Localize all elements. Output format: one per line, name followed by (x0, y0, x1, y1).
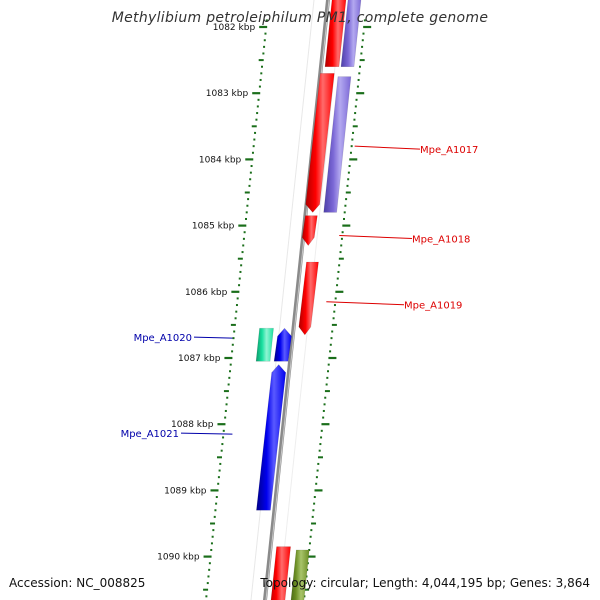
gene-block-forward[interactable] (301, 215, 318, 246)
gene-label-leader (326, 301, 405, 306)
gene-block-forward[interactable] (289, 549, 310, 600)
gene-label-leader (180, 432, 233, 435)
gene-block-forward[interactable] (323, 76, 352, 213)
tick-label: 1084 kbp (199, 155, 242, 165)
tick-label: 1088 kbp (171, 420, 214, 430)
tick-label: 1090 kbp (157, 553, 200, 563)
gene-label-leader (354, 145, 421, 150)
gene-label-leader (339, 235, 413, 240)
tick-label: 1083 kbp (206, 89, 249, 99)
gene-label[interactable]: Mpe_A1019 (404, 301, 462, 312)
tick-label: 1087 kbp (178, 354, 221, 364)
gene-block-forward[interactable] (269, 546, 291, 600)
genome-summary: Topology: circular; Length: 4,044,195 bp… (260, 576, 590, 590)
tick-label: 1089 kbp (164, 486, 207, 496)
map-title: Methylibium petroleiphilum PM1, complete… (111, 10, 489, 26)
gene-block-reverse[interactable] (273, 327, 292, 362)
gene-block-reverse[interactable] (255, 327, 274, 362)
gene-block-forward[interactable] (298, 261, 319, 336)
gene-label[interactable]: Mpe_A1017 (420, 145, 478, 156)
gene-label[interactable]: Mpe_A1021 (121, 429, 179, 440)
gene-label[interactable]: Mpe_A1020 (134, 333, 192, 344)
tick-label: 1085 kbp (192, 222, 235, 232)
gene-label-leader (193, 336, 233, 339)
gene-block-forward[interactable] (324, 0, 347, 68)
tick-label: 1086 kbp (185, 288, 228, 298)
gene-label[interactable]: Mpe_A1018 (412, 235, 470, 246)
gene-block-forward[interactable] (305, 73, 335, 213)
tick-label: 1082 kbp (213, 23, 256, 33)
accession-label: Accession: NC_008825 (9, 576, 146, 590)
gene-block-reverse[interactable] (256, 364, 287, 511)
gene-block-forward[interactable] (340, 0, 362, 68)
